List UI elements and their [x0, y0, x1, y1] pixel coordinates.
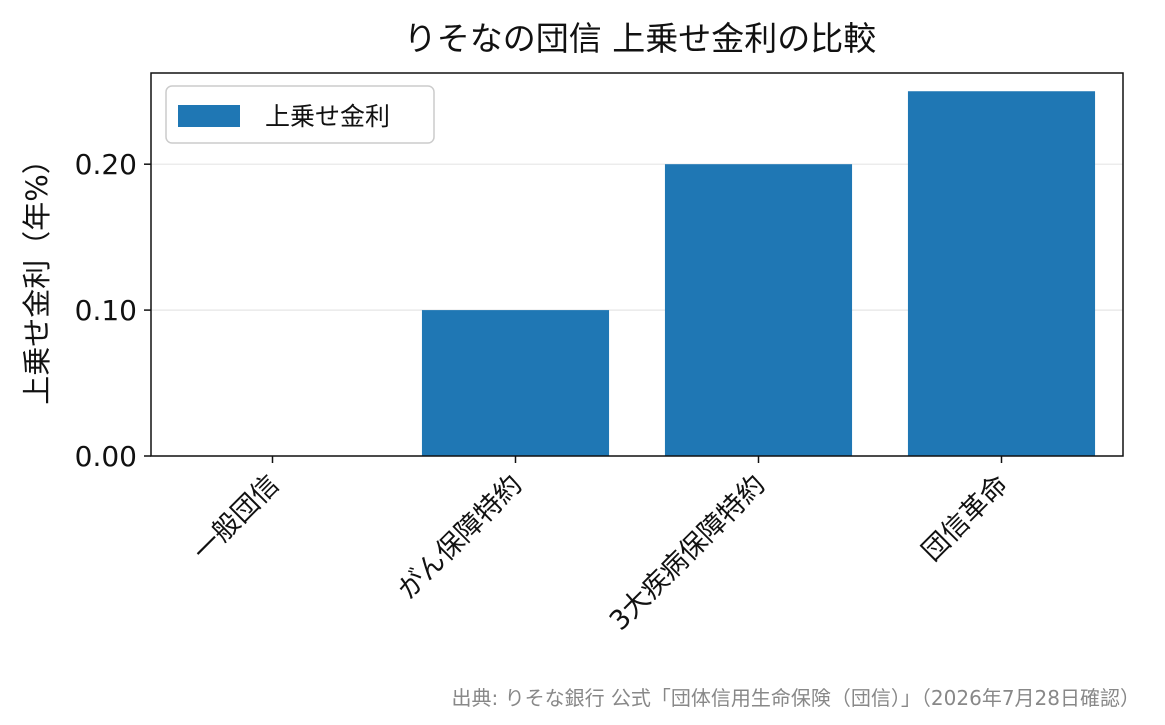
x-tick-label: がん保障特約 [392, 469, 528, 605]
x-tick-label: 一般団信 [187, 469, 285, 567]
y-tick-label: 0.20 [75, 148, 137, 181]
y-tick-label: 0.10 [75, 294, 137, 327]
bar [907, 91, 1096, 456]
legend-label: 上乗せ金利 [265, 102, 390, 131]
y-tick-label: 0.00 [75, 440, 137, 473]
bar [664, 164, 853, 456]
y-axis-label: 上乗せ金利（年%） [20, 145, 54, 405]
plot-frame [150, 72, 1124, 457]
x-tick-label: 団信革命 [916, 469, 1014, 567]
source-note: 出典: りそな銀行 公式「団体信用生命保険（団信）」（2026年7月28日確認） [451, 686, 1140, 710]
legend-swatch [178, 105, 240, 127]
y-axis-ticks: 0.00 0.10 0.20 [75, 148, 151, 473]
bars [421, 91, 1096, 456]
chart-title: りそなの団信 上乗せ金利の比較 [404, 19, 877, 58]
x-tick-label: 3大疾病保障特約 [604, 469, 772, 637]
bar [421, 310, 610, 456]
x-axis-ticks: 一般団信 がん保障特約 3大疾病保障特約 団信革命 [187, 456, 1014, 637]
legend: 上乗せ金利 [165, 85, 435, 144]
legend-frame [165, 85, 435, 144]
